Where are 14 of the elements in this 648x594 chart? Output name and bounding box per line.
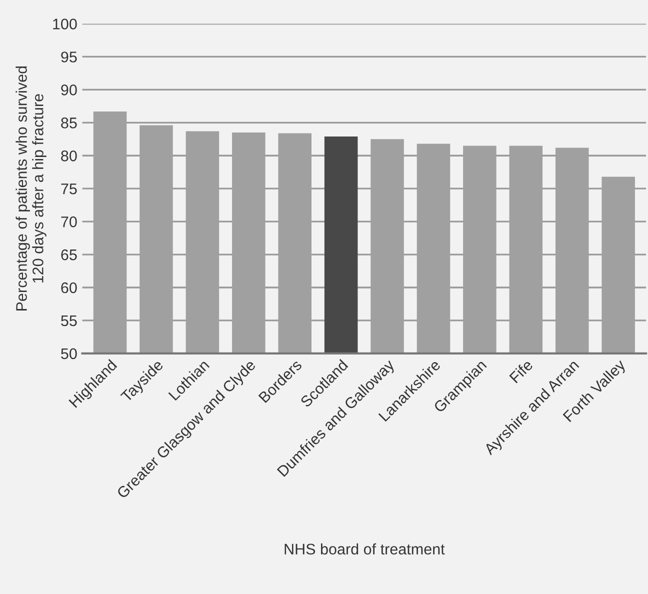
y-tick-label: 95 [61,52,77,62]
y-tick-label: 100 [53,18,77,30]
y-axis-title: Percentage of patients who survived 120 days after a hip fracture [16,66,46,310]
x-tick-label: Fife [508,358,534,384]
y-tick-label: 60 [61,282,77,294]
y-tick-label: 85 [61,118,77,128]
y-tick-label: 65 [61,249,77,260]
y-tick-label: 90 [61,84,77,96]
x-axis-title: NHS board of treatment [284,543,445,555]
y-tick-label: 70 [61,216,77,228]
y-tick-label: 75 [61,184,77,194]
y-tick-label: 50 [61,348,77,360]
y-tick-label: 55 [61,315,77,326]
y-tick-label: 80 [61,150,77,162]
